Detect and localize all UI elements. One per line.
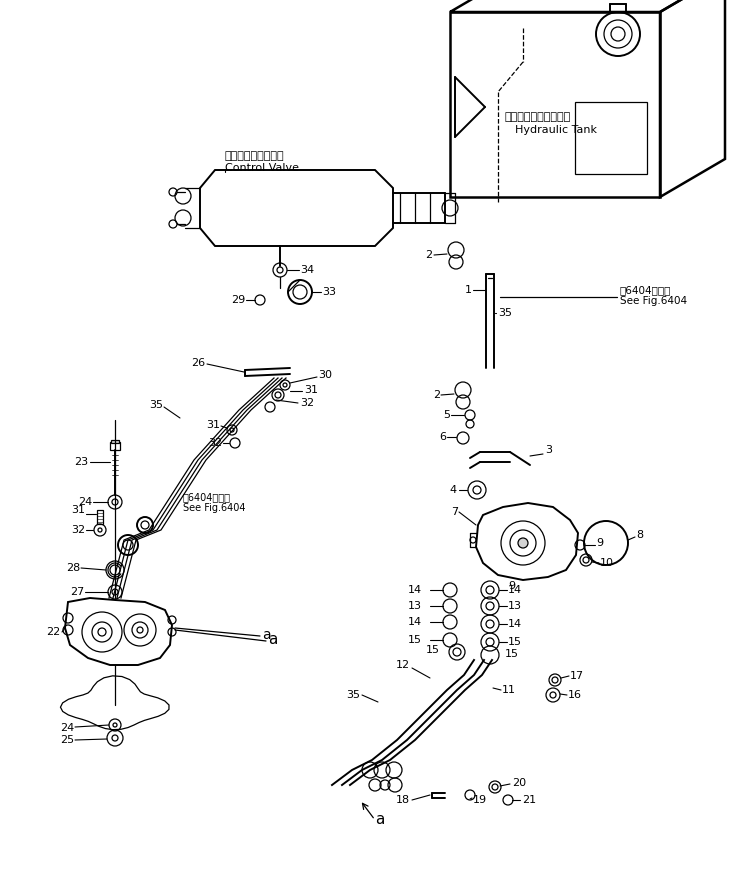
- Text: See Fig.6404: See Fig.6404: [620, 296, 687, 306]
- Text: 35: 35: [498, 308, 512, 318]
- Text: 24: 24: [59, 723, 74, 733]
- Text: 9: 9: [508, 581, 515, 591]
- Text: 31: 31: [206, 420, 220, 430]
- Bar: [110, 442, 120, 450]
- Text: 28: 28: [66, 563, 80, 573]
- Text: 27: 27: [70, 587, 84, 597]
- Text: 30: 30: [318, 370, 332, 380]
- Text: 19: 19: [473, 795, 487, 805]
- Bar: [450, 12, 660, 197]
- Text: 第6404図参照: 第6404図参照: [183, 492, 231, 502]
- Text: 3: 3: [545, 445, 552, 455]
- Text: a: a: [268, 633, 277, 648]
- Text: 25: 25: [60, 735, 74, 745]
- Text: 35: 35: [149, 400, 163, 410]
- Text: 4: 4: [450, 485, 457, 495]
- Text: 14: 14: [408, 585, 422, 595]
- Text: 10: 10: [600, 558, 614, 568]
- Text: 13: 13: [508, 601, 522, 611]
- Text: 33: 33: [322, 287, 336, 297]
- Text: 5: 5: [443, 410, 450, 420]
- Text: 35: 35: [346, 690, 360, 700]
- Text: a: a: [375, 812, 384, 828]
- Text: 23: 23: [74, 457, 88, 467]
- Text: 8: 8: [636, 530, 643, 540]
- Text: 31: 31: [71, 505, 85, 515]
- Text: 13: 13: [408, 601, 422, 611]
- Text: 14: 14: [408, 617, 422, 627]
- Text: 16: 16: [568, 690, 582, 700]
- Text: 20: 20: [512, 778, 526, 788]
- Text: Hydraulic Tank: Hydraulic Tank: [515, 125, 597, 135]
- Bar: [575, 102, 647, 174]
- Text: 6: 6: [439, 432, 446, 442]
- Text: 2: 2: [433, 390, 440, 400]
- Text: 32: 32: [71, 525, 85, 535]
- Text: 15: 15: [426, 645, 440, 655]
- Text: 12: 12: [396, 660, 410, 670]
- Bar: [97, 510, 103, 524]
- Text: 24: 24: [78, 497, 92, 507]
- Text: Control Valve: Control Valve: [225, 163, 299, 173]
- Text: コントロールバルブ: コントロールバルブ: [225, 151, 285, 161]
- Circle shape: [518, 538, 528, 548]
- Text: 21: 21: [522, 795, 536, 805]
- Text: 34: 34: [300, 265, 314, 275]
- Text: ハイドロリックタンク: ハイドロリックタンク: [505, 112, 572, 122]
- Text: 29: 29: [230, 295, 245, 305]
- Text: 32: 32: [208, 438, 222, 448]
- Text: See Fig.6404: See Fig.6404: [183, 503, 245, 513]
- Text: 7: 7: [451, 507, 458, 517]
- Text: 14: 14: [508, 585, 522, 595]
- Text: 32: 32: [300, 398, 314, 408]
- Text: 2: 2: [425, 250, 432, 260]
- Text: 22: 22: [46, 627, 60, 637]
- Text: 1: 1: [465, 285, 472, 295]
- Text: 17: 17: [570, 671, 584, 681]
- Text: 15: 15: [408, 635, 422, 645]
- Text: 18: 18: [396, 795, 410, 805]
- Text: 第6404図参照: 第6404図参照: [620, 285, 672, 295]
- Text: 31: 31: [304, 385, 318, 395]
- Text: 9: 9: [596, 538, 603, 548]
- Bar: [111, 440, 119, 443]
- Text: a: a: [262, 628, 270, 642]
- Text: 26: 26: [191, 358, 205, 368]
- Text: 15: 15: [508, 637, 522, 647]
- Text: 15: 15: [505, 649, 519, 659]
- Text: 11: 11: [502, 685, 516, 695]
- Text: 14: 14: [508, 619, 522, 629]
